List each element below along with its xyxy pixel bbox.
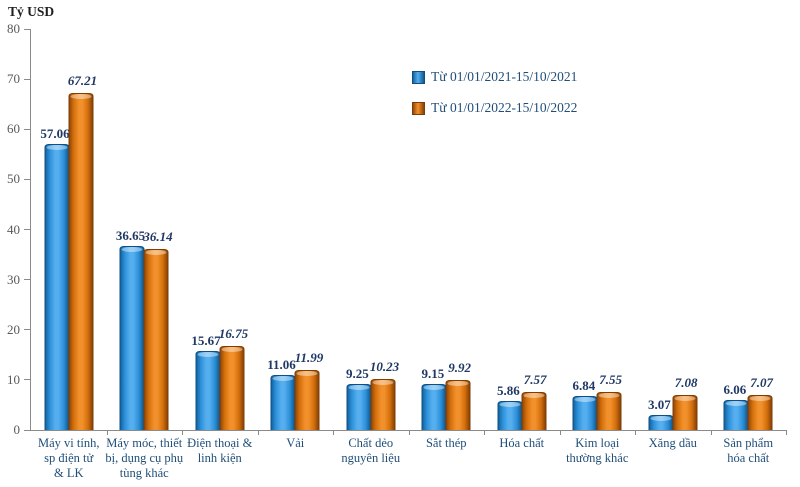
- bar-pair: 11.06 11.99: [267, 350, 323, 430]
- value-label-2022: 10.23: [369, 358, 400, 374]
- bar-group: 9.15 9.92 Sắt thép: [409, 29, 485, 450]
- category-label: Xăng dầu: [648, 436, 697, 450]
- legend: Từ 01/01/2021-15/10/2021 Từ 01/01/2022-1…: [412, 69, 577, 131]
- bar-group: 5.86 7.57 Hóa chất: [484, 29, 560, 450]
- bar-2021: 6.84: [573, 378, 598, 430]
- value-label-2022: 7.55: [599, 372, 622, 388]
- bar-group: 15.67 16.75 Điện thoại & linh kiện: [182, 29, 258, 465]
- bar-group: 11.06 11.99 Vải: [258, 29, 334, 450]
- bar-pair: 36.65 36.14: [116, 228, 173, 430]
- bar-2022: 7.57: [521, 372, 546, 430]
- legend-marker-2022: [412, 101, 425, 115]
- value-label-2021: 15.67: [191, 333, 221, 349]
- bar-group: 9.25 10.23 Chất dẻo nguyên liệu: [333, 29, 409, 465]
- y-axis-tick-label: 10: [7, 371, 20, 387]
- legend-item-2021: Từ 01/01/2021-15/10/2021: [412, 69, 577, 85]
- bar-2021: 3.07: [648, 397, 674, 430]
- value-label-2021: 6.06: [723, 381, 747, 397]
- bar-2022: 9.92: [445, 360, 471, 430]
- y-axis-tick-label: 50: [7, 171, 20, 187]
- bar-pair: 9.25 10.23: [346, 359, 399, 430]
- category-label: Máy móc, thiết bị, dụng cụ phụ tùng khác: [105, 436, 184, 480]
- category-label: Máy vi tính, sp điện tử & LK: [38, 436, 100, 480]
- bar-2022: 36.14: [143, 229, 173, 430]
- bar-2022: 7.07: [747, 375, 773, 430]
- bar-2021: 6.06: [724, 382, 749, 430]
- bar-2021: 15.67: [191, 333, 221, 430]
- bar-pair: 15.67 16.75: [191, 326, 248, 430]
- bar-pair: 6.06 7.07: [724, 375, 773, 430]
- legend-marker-2021: [412, 70, 425, 84]
- value-label-2021: 5.86: [497, 382, 520, 398]
- category-label: Vải: [286, 436, 305, 450]
- y-axis-tick: [24, 78, 31, 80]
- value-label-2022: 7.08: [674, 374, 698, 390]
- category-label: Kim loại thường khác: [566, 436, 629, 465]
- bar-group: 6.06 7.07 Sản phẩm hóa chất: [711, 29, 787, 465]
- category-label: Hóa chất: [499, 436, 545, 450]
- value-label-2021: 36.65: [115, 228, 146, 244]
- bar-group: 3.07 7.08 Xăng dầu: [635, 29, 711, 450]
- y-axis-tick: [24, 28, 31, 30]
- bar-2022: 7.55: [596, 372, 622, 430]
- y-axis-tick: [24, 229, 31, 230]
- bar-2021: 11.06: [267, 357, 296, 430]
- value-label-2022: 9.92: [448, 360, 471, 376]
- legend-item-2022: Từ 01/01/2022-15/10/2022: [412, 100, 577, 116]
- y-axis-tick: [24, 379, 31, 381]
- bar-pair: 3.07 7.08: [648, 375, 697, 430]
- value-label-2021: 9.25: [346, 365, 369, 381]
- bar-2022: 10.23: [370, 359, 399, 430]
- bar-2021: 57.06: [40, 126, 70, 430]
- category-label: Điện thoại & linh kiện: [187, 436, 253, 465]
- value-label-2021: 57.06: [40, 126, 70, 141]
- value-label-2021: 11.06: [267, 356, 296, 372]
- bar-2021: 5.86: [497, 383, 523, 430]
- bar-2022: 67.21: [68, 73, 97, 430]
- y-axis-tick-label: 70: [7, 71, 20, 87]
- value-label-2022: 67.21: [67, 73, 98, 89]
- value-label-2022: 36.14: [143, 228, 173, 244]
- y-axis-tick: [24, 429, 31, 431]
- category-label: Chất dẻo nguyên liệu: [341, 436, 401, 465]
- bar-2022: 11.99: [295, 350, 323, 430]
- bar-group: 36.65 36.14 Máy móc, thiết bị, dụng cụ phụ…: [105, 29, 183, 480]
- value-label-2021: 3.07: [648, 396, 671, 412]
- value-label-2022: 16.75: [218, 326, 249, 342]
- y-axis-tick: [24, 178, 31, 180]
- value-label-2021: 9.15: [421, 366, 445, 382]
- legend-label-2022: Từ 01/01/2022-15/10/2022: [431, 100, 578, 115]
- category-label: Sản phẩm hóa chất: [723, 436, 774, 465]
- y-axis-tick-label: 30: [7, 271, 20, 287]
- value-label-2022: 7.57: [523, 372, 547, 388]
- y-axis-tick-label: 80: [7, 21, 20, 36]
- bar-pair: 5.86 7.57: [497, 372, 546, 430]
- bar-2021: 9.15: [422, 366, 447, 430]
- y-axis-tick-label: 0: [13, 422, 21, 437]
- y-axis-tick-label: 20: [7, 321, 20, 337]
- y-axis-title: Tỷ USD: [8, 4, 55, 19]
- value-label-2021: 6.84: [572, 377, 596, 393]
- bar-group: 57.06 67.21 Máy vi tính, sp điện tử & LK: [31, 29, 107, 480]
- bar-pair: 9.15 9.92: [422, 360, 471, 430]
- bar-groups: 57.06 67.21 Máy vi tính, sp điện tử & LK 36…: [31, 29, 787, 480]
- legend-label-2021: Từ 01/01/2021-15/10/2021: [431, 69, 578, 84]
- bar-2021: 9.25: [346, 366, 372, 430]
- bar-pair: 6.84 7.55: [573, 372, 622, 430]
- bar-2021: 36.65: [116, 228, 145, 430]
- value-label-2022: 7.07: [750, 374, 773, 390]
- y-axis-tick: [24, 279, 31, 281]
- bar-2022: 16.75: [219, 326, 248, 430]
- value-label-2022: 11.99: [294, 349, 324, 365]
- bar-group: 6.84 7.55 Kim loại thường khác: [560, 29, 636, 465]
- bar-pair: 57.06 67.21: [40, 73, 97, 430]
- plot-area: 0 10 20 30 40 50 60 70 80 57.06 67.21 Máy vi tính,…: [7, 22, 787, 480]
- y-axis-tick-label: 40: [7, 221, 20, 237]
- y-axis-tick: [24, 128, 31, 130]
- y-axis-tick-label: 60: [7, 121, 20, 137]
- bar-2022: 7.08: [672, 375, 697, 430]
- y-axis-tick: [24, 329, 31, 331]
- category-label: Sắt thép: [425, 436, 467, 450]
